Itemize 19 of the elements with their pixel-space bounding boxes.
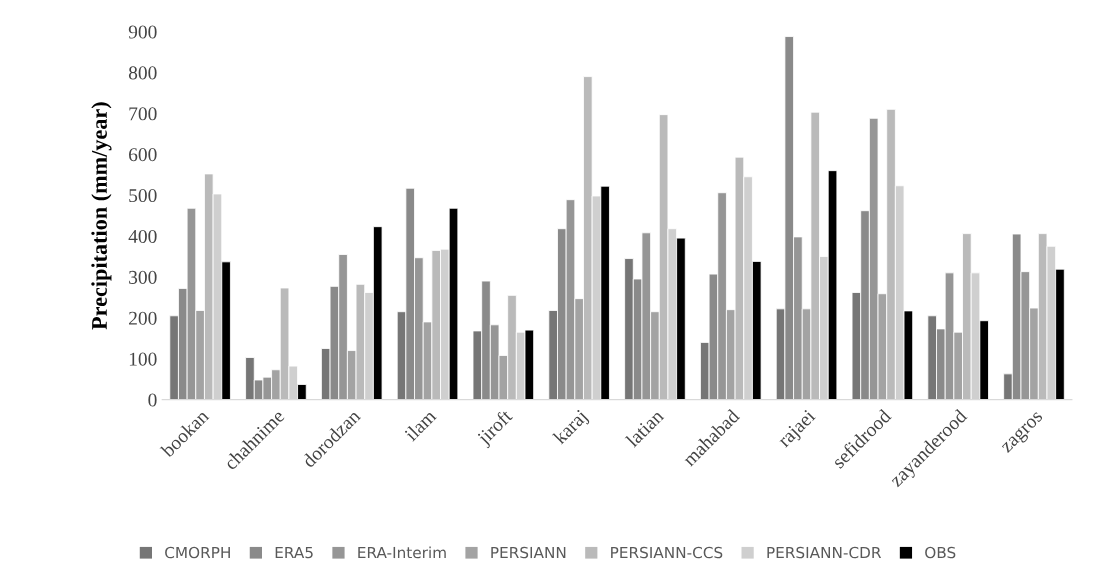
y-tick-label: 100 xyxy=(129,352,157,366)
legend-label: ERA5 xyxy=(275,546,313,559)
y-tick-label: 300 xyxy=(129,270,157,284)
legend-label: PERSIANN xyxy=(491,546,566,559)
legend-label: PERSIANN-CDR xyxy=(767,546,882,559)
y-tick-label: 500 xyxy=(129,189,157,203)
legend-label: CMORPH xyxy=(165,546,230,559)
y-tick-label: 700 xyxy=(129,107,157,121)
y-tick-label: 800 xyxy=(128,66,157,80)
y-tick-label: 0 xyxy=(148,393,157,407)
y-axis-title: Precipitation (mm/year) xyxy=(91,102,112,330)
y-tick-label: 200 xyxy=(129,311,157,325)
x-tick-label: ilam xyxy=(403,408,437,442)
legend-label: ERA-Interim xyxy=(358,546,446,559)
y-tick-label: 600 xyxy=(129,148,157,162)
legend-label: PERSIANN-CCS xyxy=(611,546,723,559)
y-tick-label: 900 xyxy=(128,25,157,39)
y-tick-label: 400 xyxy=(128,229,157,244)
legend-label: OBS xyxy=(925,546,956,559)
